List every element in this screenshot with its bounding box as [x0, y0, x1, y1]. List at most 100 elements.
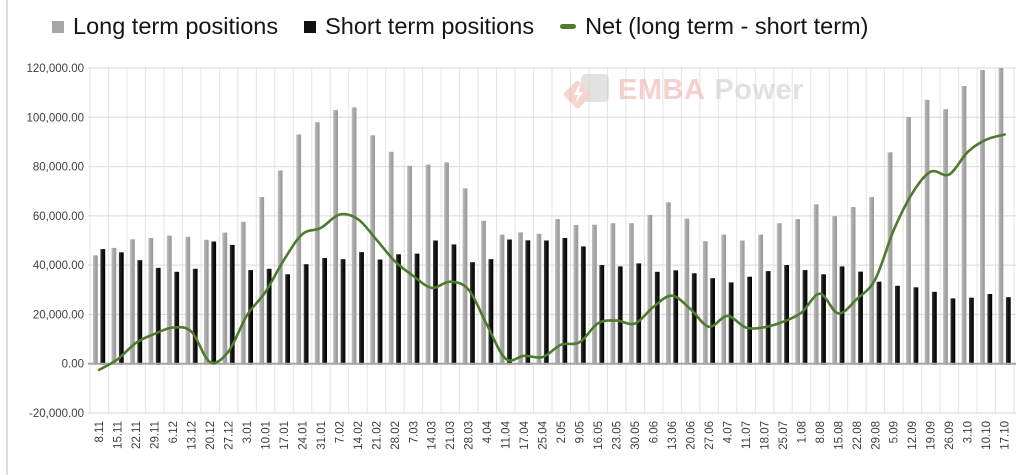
bar-long-term	[148, 238, 154, 365]
y-tick-label: 120,000.00	[26, 63, 84, 75]
x-tick-label: 27.12	[224, 421, 236, 450]
bar-long-term	[240, 221, 246, 365]
x-tick-label: 10.01	[260, 421, 272, 450]
bar-long-term	[961, 86, 967, 365]
bar-long-term	[425, 164, 431, 365]
net-line-swatch-icon	[560, 24, 577, 29]
bar-short-term	[248, 270, 253, 365]
x-tick-label: 30.05	[630, 421, 642, 450]
x-tick-label: 16.05	[593, 421, 605, 450]
bar-short-term	[433, 240, 438, 365]
bar-short-term	[728, 282, 734, 365]
bar-long-term	[111, 247, 117, 365]
x-tick-label: 20.12	[205, 421, 217, 450]
x-tick-label: 13.12	[187, 421, 199, 450]
bar-short-term	[359, 252, 364, 365]
bar-short-term	[266, 268, 272, 365]
x-tick-label: 28.02	[390, 421, 402, 450]
x-tick-label: 31.01	[316, 421, 328, 450]
bar-short-term	[470, 262, 475, 365]
bar-short-term	[950, 298, 956, 365]
x-tick-label: 18.07	[759, 421, 771, 450]
y-tick-label: 80,000.00	[33, 162, 84, 174]
x-tick-label: 17.10	[1000, 421, 1012, 450]
x-tick-label: 14.03	[427, 421, 439, 450]
bar-long-term	[628, 223, 634, 365]
bar-short-term	[821, 274, 826, 365]
x-tick-label: 19.09	[926, 421, 938, 450]
bars-layer	[93, 68, 1011, 365]
bar-long-term	[296, 134, 302, 365]
bar-long-term	[776, 223, 782, 365]
bar-long-term	[444, 162, 449, 365]
bar-long-term	[592, 224, 597, 365]
x-tick-label: 3.01	[242, 421, 254, 443]
x-tick-label: 24.01	[297, 421, 309, 450]
bar-long-term	[351, 107, 357, 365]
x-tick-label: 22.11	[131, 421, 143, 449]
bar-short-term	[932, 291, 937, 365]
bar-long-term	[665, 202, 671, 365]
bar-long-term	[869, 197, 874, 365]
x-tick-label: 25.07	[778, 421, 790, 450]
long-term-swatch-icon	[52, 20, 64, 33]
bar-short-term	[137, 260, 143, 365]
x-tick-label: 29.08	[870, 421, 882, 450]
bar-short-term	[100, 249, 106, 365]
x-tick-label: 2.05	[556, 421, 568, 443]
bar-long-term	[314, 122, 320, 365]
bar-short-term	[1005, 297, 1011, 365]
bar-long-term	[813, 204, 819, 365]
net-line-layer	[97, 133, 1006, 372]
bar-long-term	[850, 207, 856, 365]
bar-short-term	[155, 267, 161, 365]
x-tick-label: 7.02	[334, 421, 346, 443]
legend-item-long-term: Long term positions	[52, 13, 278, 40]
bar-short-term	[876, 281, 882, 365]
x-tick-label: 27.06	[704, 421, 716, 450]
bar-long-term	[924, 99, 930, 365]
x-tick-label: 6.06	[649, 421, 661, 443]
bar-long-term	[739, 240, 745, 365]
bar-long-term	[758, 234, 764, 365]
bar-long-term	[702, 241, 708, 365]
bar-short-term	[969, 297, 974, 365]
bar-long-term	[499, 234, 505, 365]
x-tick-label: 5.09	[889, 421, 901, 443]
bar-long-term	[333, 110, 338, 365]
x-tick-label: 20.06	[686, 421, 698, 450]
bar-long-term	[610, 223, 616, 365]
x-tick-label: 11.04	[501, 420, 513, 449]
bar-short-term	[562, 238, 568, 365]
bar-short-term	[802, 270, 808, 365]
y-tick-label: 20,000.00	[33, 309, 84, 321]
y-tick-label: 60,000.00	[33, 211, 84, 223]
bar-long-term	[647, 214, 653, 365]
legend-label-net: Net (long term - short term)	[585, 13, 869, 39]
bar-long-term	[518, 232, 523, 365]
x-tick-label: 15.11	[113, 421, 125, 449]
bar-short-term	[507, 239, 512, 365]
bar-short-term	[340, 259, 346, 365]
bar-short-term	[599, 265, 605, 365]
short-term-swatch-icon	[304, 20, 317, 33]
x-tick-label: 29.11	[150, 421, 162, 449]
chart-legend: Long term positions Short term positions…	[52, 13, 868, 40]
bar-short-term	[285, 274, 290, 365]
x-tick-label: 6.12	[168, 421, 180, 443]
bar-short-term	[839, 266, 845, 365]
bar-short-term	[118, 252, 124, 365]
bar-short-term	[710, 278, 715, 365]
bar-short-term	[322, 258, 327, 365]
bar-long-term	[536, 233, 542, 365]
x-tick-label: 12.09	[907, 421, 919, 450]
bar-long-term	[166, 235, 172, 365]
bar-long-term	[185, 236, 191, 365]
bar-long-term	[980, 70, 985, 365]
legend-label-short-term: Short term positions	[325, 13, 535, 39]
bar-long-term	[370, 135, 375, 365]
bar-long-term	[684, 218, 690, 365]
bar-short-term	[192, 268, 198, 365]
net-line	[97, 133, 1006, 372]
